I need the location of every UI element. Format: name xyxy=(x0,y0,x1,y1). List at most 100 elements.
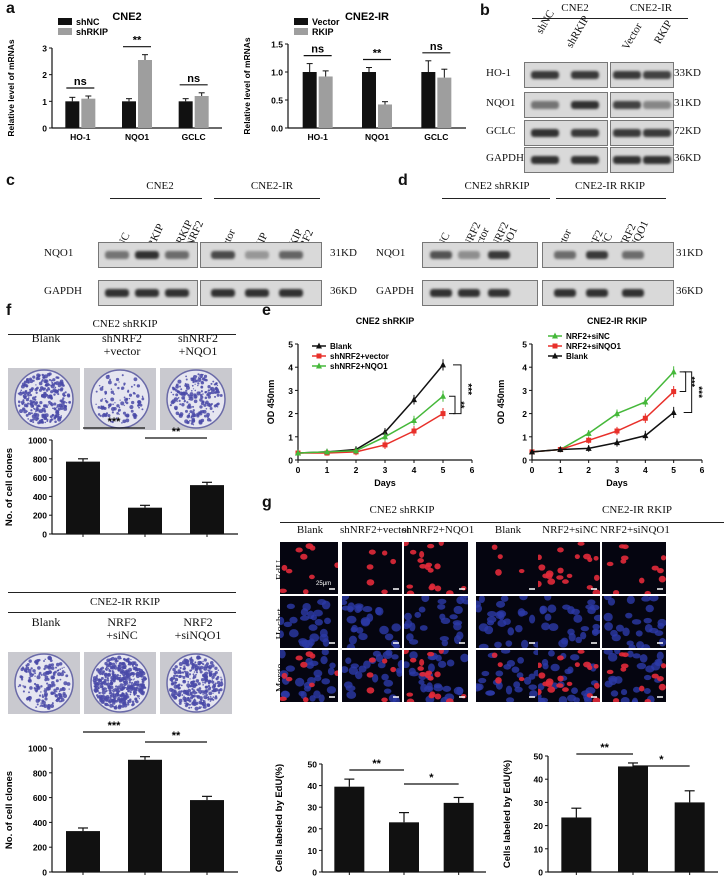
y-tick-label: 200 xyxy=(33,511,47,521)
colony-plate xyxy=(160,652,232,714)
y-tick-label: 0.5 xyxy=(271,96,283,106)
colony xyxy=(133,692,136,696)
nucleus xyxy=(505,685,513,695)
colony xyxy=(135,699,139,704)
colony xyxy=(28,676,31,680)
blot-row-label: GAPDH xyxy=(44,285,82,297)
colony xyxy=(103,678,107,682)
blot-d-group2: CNE2-IR RKIP xyxy=(575,180,645,192)
colony xyxy=(109,694,112,697)
colony xyxy=(106,682,111,687)
nucleus xyxy=(656,651,664,661)
nucleus xyxy=(285,665,295,672)
colony xyxy=(51,702,54,705)
colony xyxy=(207,669,209,672)
colony xyxy=(216,406,219,408)
blot-band xyxy=(458,251,480,259)
colony xyxy=(196,688,200,692)
x-axis-label: Days xyxy=(374,478,396,488)
edu-nucleus xyxy=(657,568,664,574)
colony xyxy=(123,384,126,386)
colony xyxy=(129,698,132,701)
colony xyxy=(121,422,123,424)
colony xyxy=(111,407,116,412)
colony xyxy=(55,679,59,683)
colony xyxy=(124,686,127,689)
colony xyxy=(130,670,132,672)
colony xyxy=(58,700,62,703)
blot-band xyxy=(613,71,641,79)
colony xyxy=(109,698,114,703)
nucleus xyxy=(511,666,520,673)
x-tick-label: NQO1 xyxy=(125,132,149,142)
colony xyxy=(178,694,181,698)
colony xyxy=(176,400,178,403)
colony xyxy=(37,666,41,670)
nucleus xyxy=(305,657,313,666)
nucleus xyxy=(604,680,613,688)
blot-band xyxy=(643,129,671,137)
colony xyxy=(182,667,186,671)
edu-nucleus xyxy=(278,588,287,594)
colony xyxy=(192,409,195,412)
colony xyxy=(23,409,28,414)
y-tick-label: 3 xyxy=(288,386,293,396)
colony xyxy=(125,672,130,677)
blot-band xyxy=(135,251,159,259)
colony xyxy=(38,419,42,423)
micro-image-canvas xyxy=(471,593,543,650)
colony xyxy=(110,388,113,390)
nucleus xyxy=(523,676,532,685)
edu-nucleus xyxy=(577,649,585,654)
colony xyxy=(132,675,134,677)
colony xyxy=(32,404,34,407)
colony xyxy=(49,684,54,688)
bar xyxy=(561,817,592,872)
nucleus xyxy=(583,695,592,704)
blot-band xyxy=(245,289,269,297)
edu-nucleus xyxy=(427,651,435,657)
nucleus xyxy=(304,639,313,649)
edu-nucleus xyxy=(593,682,600,689)
micro-image xyxy=(471,593,543,650)
colony xyxy=(104,413,108,417)
colony xyxy=(131,681,134,684)
colony xyxy=(122,411,127,415)
colony xyxy=(43,391,47,396)
x-axis-label: Days xyxy=(606,478,628,488)
colony xyxy=(101,695,103,697)
colony xyxy=(203,668,205,670)
colony xyxy=(50,704,55,708)
colony xyxy=(31,400,35,404)
nucleus xyxy=(529,614,536,624)
colony xyxy=(35,706,38,709)
blot-b-group2: CNE2-IR xyxy=(629,2,673,14)
nucleus xyxy=(391,623,401,632)
blot-band xyxy=(531,156,559,164)
colony xyxy=(183,391,186,394)
colony xyxy=(95,390,98,393)
point xyxy=(642,432,649,439)
blot-band xyxy=(105,251,129,259)
colony xyxy=(19,675,23,679)
colony xyxy=(136,394,140,398)
micro-image-canvas xyxy=(534,541,601,596)
colony xyxy=(46,682,49,685)
colony xyxy=(99,414,102,417)
colony xyxy=(23,383,27,387)
blot-b-group1: CNE2 xyxy=(561,2,589,14)
y-tick-label: 4 xyxy=(522,363,527,373)
colony xyxy=(195,679,200,683)
colony xyxy=(133,678,135,680)
colony xyxy=(112,690,115,693)
nucleus xyxy=(391,654,399,660)
colony xyxy=(177,687,180,690)
blot-b-lane-1: shNC xyxy=(534,8,557,36)
colony xyxy=(178,399,181,402)
nucleus xyxy=(300,690,307,700)
blot-band xyxy=(613,156,641,164)
f-bottom-header-line-top xyxy=(8,592,236,593)
nucleus xyxy=(571,687,578,694)
colony xyxy=(136,415,138,417)
colony xyxy=(211,680,215,684)
